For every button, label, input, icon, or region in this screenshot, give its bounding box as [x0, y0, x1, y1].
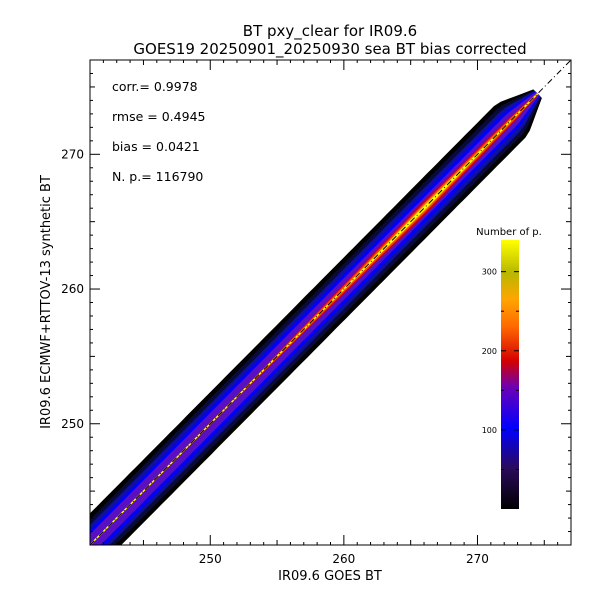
stat-rmse: rmse = 0.4945 [112, 109, 205, 124]
chart-subtitle: GOES19 20250901_20250930 sea BT bias cor… [133, 40, 526, 59]
y-axis-label: IR09.6 ECMWF+RTTOV-13 synthetic BT [39, 175, 54, 429]
colorbar-tick-label: 100 [482, 426, 497, 435]
y-tick-label: 260 [61, 282, 84, 296]
x-tick-label: 250 [199, 552, 222, 566]
x-axis-ticks: 250 260 270 [89, 60, 572, 566]
y-tick-label: 250 [61, 417, 84, 431]
stat-corr: corr.= 0.9978 [112, 79, 198, 94]
stats-box: corr.= 0.9978 rmse = 0.4945 bias = 0.042… [112, 79, 205, 184]
y-axis-ticks: 250 260 270 [61, 59, 571, 546]
colorbar-gradient [501, 240, 519, 509]
stat-npoints: N. p.= 116790 [112, 169, 203, 184]
y-tick-label: 270 [61, 147, 84, 161]
colorbar-tick-label: 200 [482, 347, 497, 356]
x-axis-label: IR09.6 GOES BT [278, 569, 382, 584]
colorbar-ticks: 100 200 300 [482, 268, 519, 470]
colorbar-tick-label: 300 [482, 268, 497, 277]
x-tick-label: 270 [466, 552, 489, 566]
chart-title: BT pxy_clear for IR09.6 [243, 22, 417, 41]
colorbar: Number of p. 100 200 300 [476, 227, 542, 509]
colorbar-title: Number of p. [476, 227, 542, 238]
one-to-one-line [90, 60, 571, 545]
stat-bias: bias = 0.0421 [112, 139, 200, 154]
x-tick-label: 260 [332, 552, 355, 566]
